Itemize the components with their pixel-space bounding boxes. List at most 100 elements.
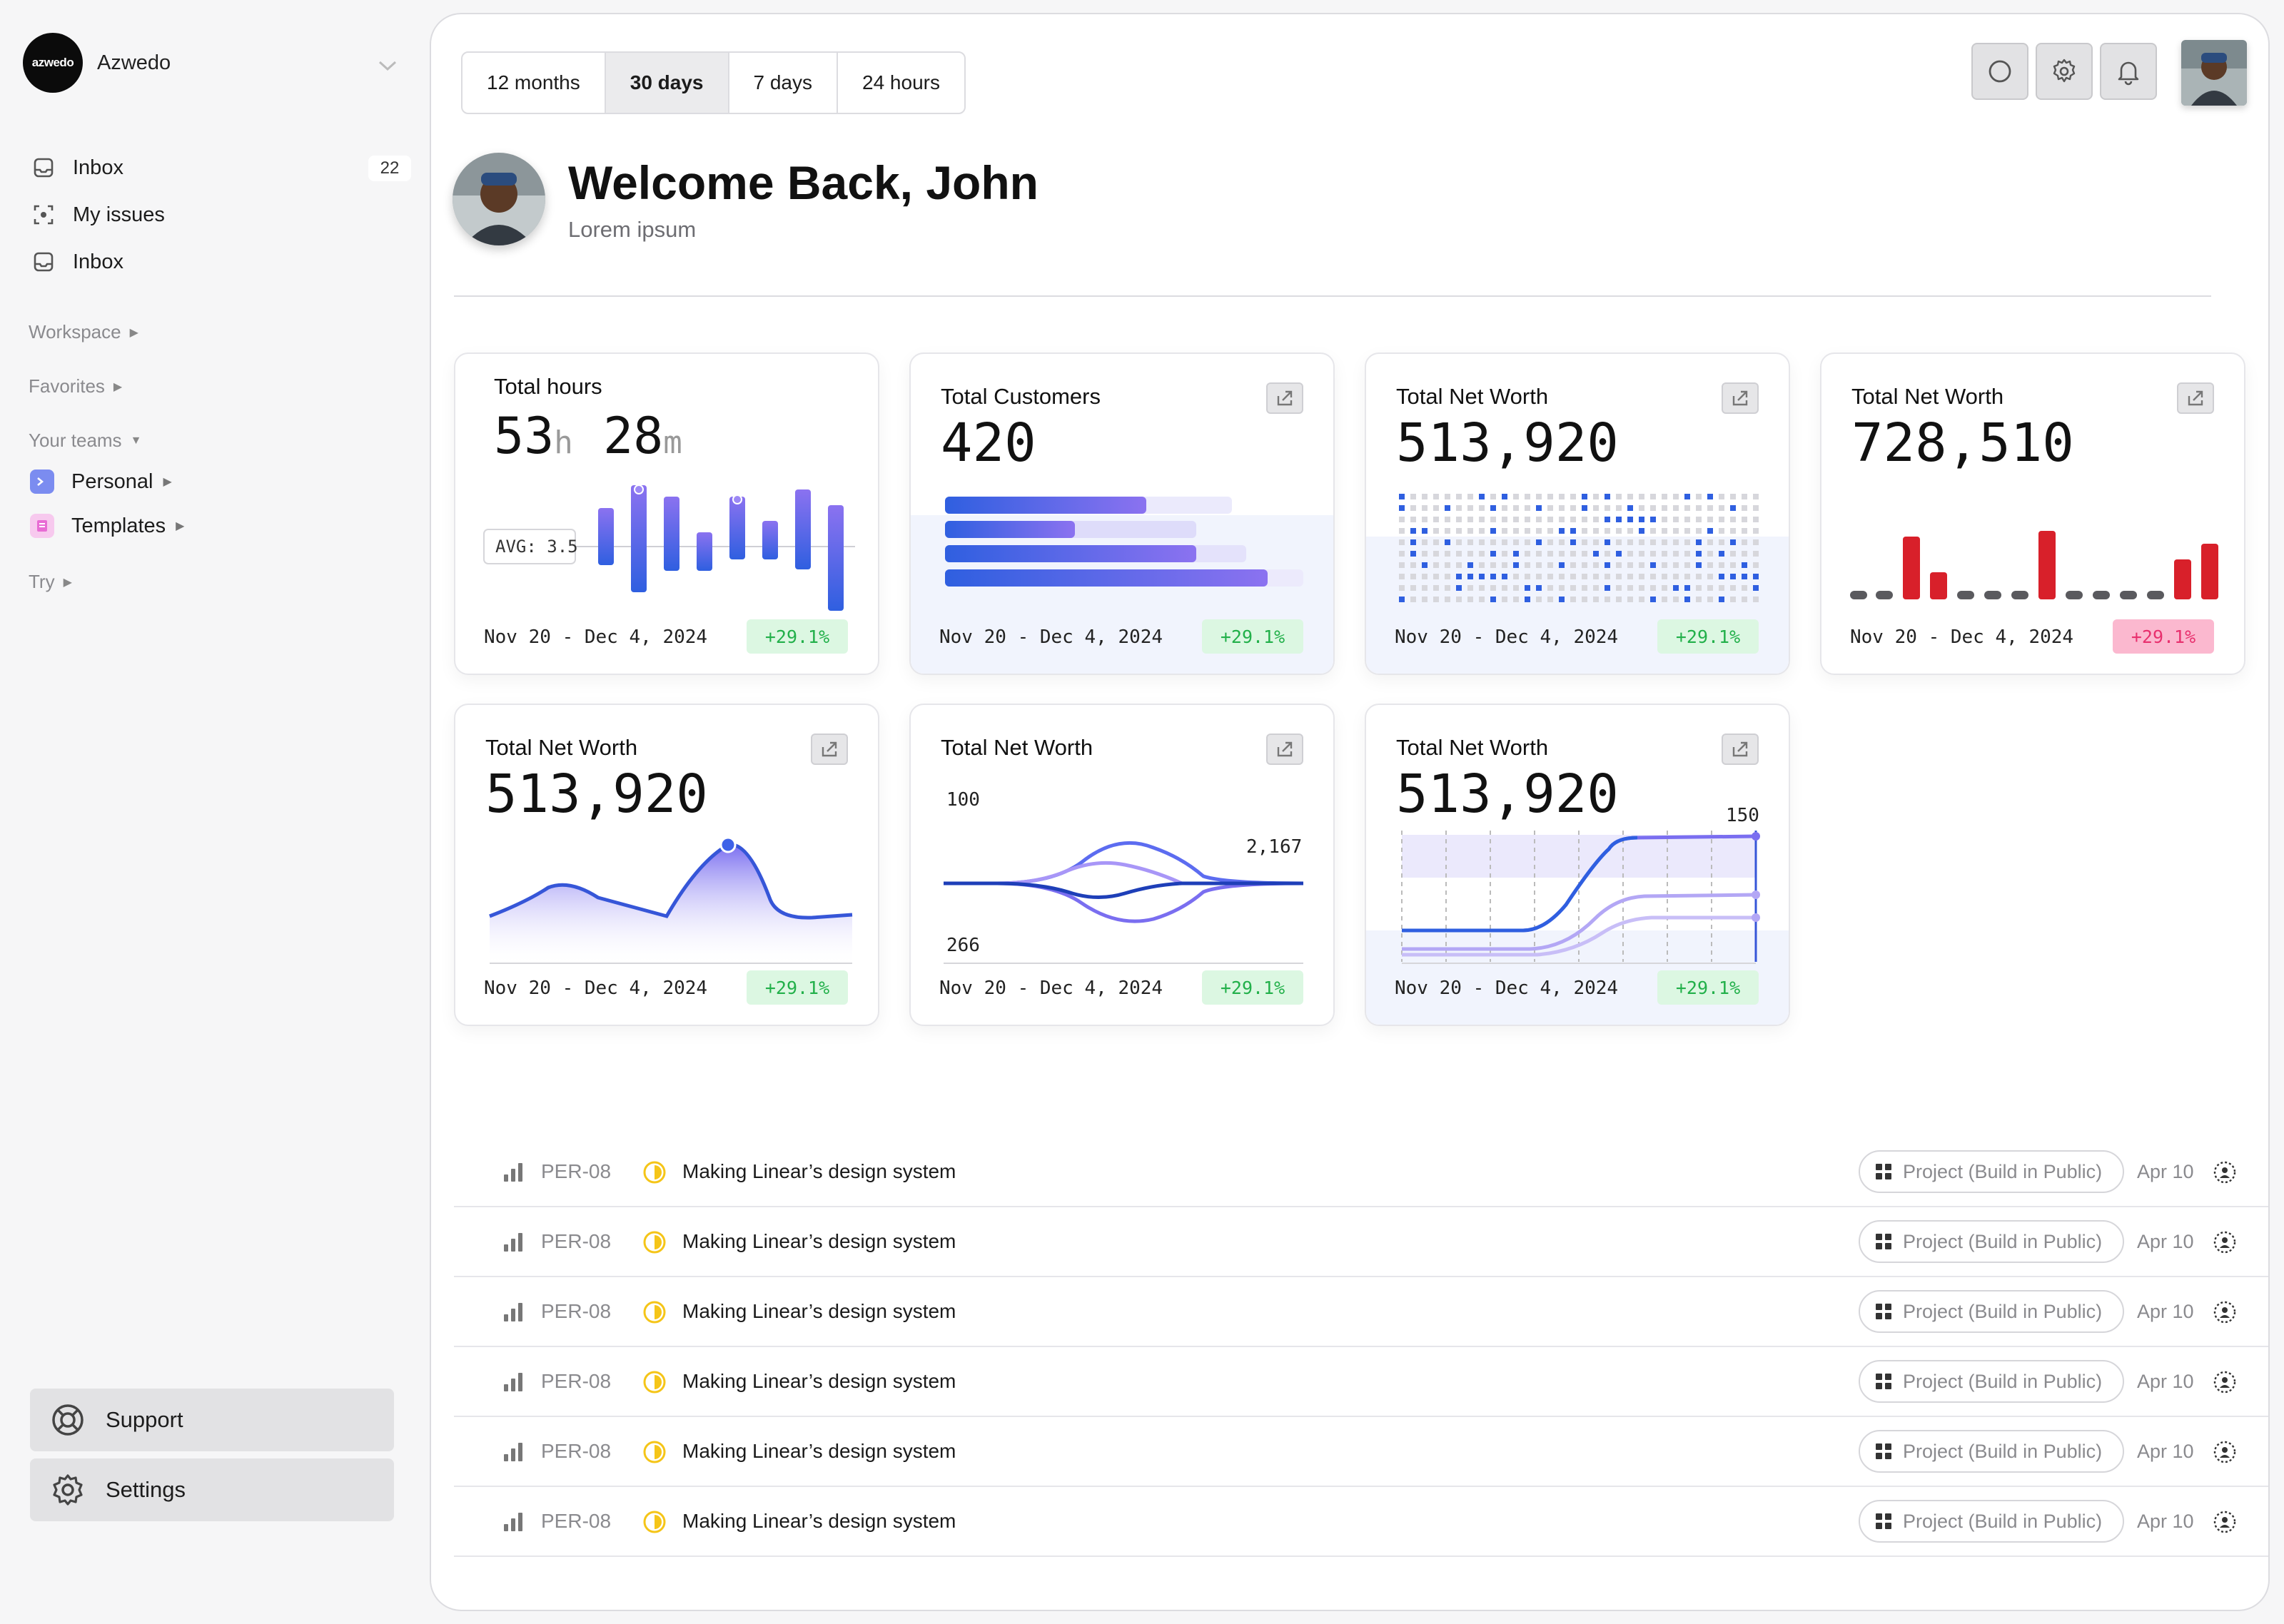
project-label: Project (Build in Public) [1903,1230,2103,1252]
dot-cell [1525,528,1530,534]
dot-cell [1422,562,1428,568]
card-net-worth-wave: Total Net Worth 100 2,167 266 Nov 20 - D… [909,704,1335,1026]
assignee-icon[interactable] [2213,1510,2237,1534]
tab-7-days[interactable]: 7 days [729,53,838,113]
dot-cell [1707,574,1713,579]
issue-row-6[interactable]: PER-08 Making Linear’s design system Pro… [454,1487,2268,1557]
issue-title: Making Linear’s design system [682,1510,956,1532]
axis-label-top: 100 [946,789,980,811]
share-button[interactable] [1266,734,1303,765]
dot-cell [1456,574,1462,579]
issue-row-1[interactable]: PER-08 Making Linear’s design system Pro… [454,1137,2268,1207]
issue-row-2[interactable]: PER-08 Making Linear’s design system Pro… [454,1207,2268,1277]
share-button[interactable] [1266,382,1303,414]
user-avatar[interactable] [2181,40,2247,106]
issue-row-4[interactable]: PER-08 Making Linear’s design system Pro… [454,1347,2268,1417]
section-favorites[interactable]: Favorites ▶ [29,375,122,397]
share-button[interactable] [811,734,848,765]
share-icon [1277,390,1293,406]
sidebar-item-label: Inbox [73,250,123,273]
share-button[interactable] [1722,382,1759,414]
dot-cell [1719,517,1724,522]
dot-cell [1719,597,1724,602]
settings-top-button[interactable] [2036,43,2093,100]
sidebar-item-inbox[interactable]: Inbox [31,156,123,180]
card-date: Nov 20 - Dec 4, 2024 [1395,626,1619,648]
team-item-templates[interactable]: Templates ▶ [30,514,184,538]
bell-icon [2118,61,2139,86]
project-chip[interactable]: Project (Build in Public) [1859,1500,2124,1543]
dot-cell [1605,539,1610,545]
dot-cell [1513,562,1519,568]
dot-cell [1730,562,1736,568]
book-icon [30,514,54,538]
bar [2201,544,2218,599]
assignee-icon[interactable] [2213,1440,2237,1464]
dot-cell [1742,539,1747,545]
in-progress-status-icon[interactable] [642,1440,667,1464]
in-progress-status-icon[interactable] [642,1370,667,1394]
tab-24-hours[interactable]: 24 hours [862,71,940,93]
dot-cell [1616,585,1622,591]
card-value: 728,510 [1851,412,2074,474]
dot-cell [1650,505,1656,511]
in-progress-status-icon[interactable] [642,1510,667,1534]
project-chip[interactable]: Project (Build in Public) [1859,1150,2124,1193]
in-progress-status-icon[interactable] [642,1300,667,1324]
search-button[interactable] [1971,43,2028,100]
chevron-down-icon[interactable] [377,59,398,73]
issue-row-3[interactable]: PER-08 Making Linear’s design system Pro… [454,1277,2268,1347]
dot-cell [1570,597,1576,602]
issue-title: Making Linear’s design system [682,1160,956,1182]
share-button[interactable] [1722,734,1759,765]
dot-cell [1650,539,1656,545]
dot-cell [1639,517,1644,522]
dot-cell [1433,539,1439,545]
dot-cell [1673,585,1679,591]
project-chip[interactable]: Project (Build in Public) [1859,1430,2124,1473]
settings-button[interactable]: Settings [30,1458,394,1521]
assignee-icon[interactable] [2213,1370,2237,1394]
dot-cell [1547,539,1553,545]
dot-cell [1684,585,1690,591]
bar [1930,572,1947,599]
dot-cell [1422,528,1428,534]
in-progress-status-icon[interactable] [642,1160,667,1184]
dot-cell [1547,494,1553,499]
dot-cell [1616,597,1622,602]
in-progress-status-icon[interactable] [642,1230,667,1254]
project-chip[interactable]: Project (Build in Public) [1859,1220,2124,1263]
dot-cell [1467,574,1473,579]
assignee-icon[interactable] [2213,1300,2237,1324]
dot-cell [1547,562,1553,568]
share-button[interactable] [2177,382,2214,414]
section-workspace[interactable]: Workspace ▶ [29,321,138,343]
support-button[interactable]: Support [30,1389,394,1451]
notifications-button[interactable] [2100,43,2157,100]
issue-id: PER-08 [541,1440,612,1462]
assignee-icon[interactable] [2213,1160,2237,1184]
assignee-icon[interactable] [2213,1230,2237,1254]
dot-cell [1570,494,1576,499]
dot-cell [1456,528,1462,534]
sidebar-item-inbox-2[interactable]: Inbox [31,250,123,274]
dot-cell [1753,585,1759,591]
bar [1903,537,1920,599]
tab-12-months[interactable]: 12 months [463,53,606,113]
project-chip[interactable]: Project (Build in Public) [1859,1360,2124,1403]
section-try[interactable]: Try ▶ [29,571,72,593]
dot-cell [1742,562,1747,568]
issue-row-5[interactable]: PER-08 Making Linear’s design system Pro… [454,1417,2268,1487]
section-your-teams[interactable]: Your teams ▼ [29,430,141,452]
dot-cell [1650,585,1656,591]
dot-cell [1399,494,1405,499]
avg-label: AVG: 3.5 [495,537,578,557]
project-chip[interactable]: Project (Build in Public) [1859,1290,2124,1333]
team-item-personal[interactable]: Personal ▶ [30,470,172,494]
sidebar-item-my-issues[interactable]: My issues [31,203,165,227]
caret-right-icon: ▶ [63,576,72,589]
dot-cell [1650,597,1656,602]
tab-30-days[interactable]: 30 days [605,53,729,113]
dot-cell [1684,597,1690,602]
workspace-switcher[interactable]: azwedo Azwedo [23,33,171,93]
